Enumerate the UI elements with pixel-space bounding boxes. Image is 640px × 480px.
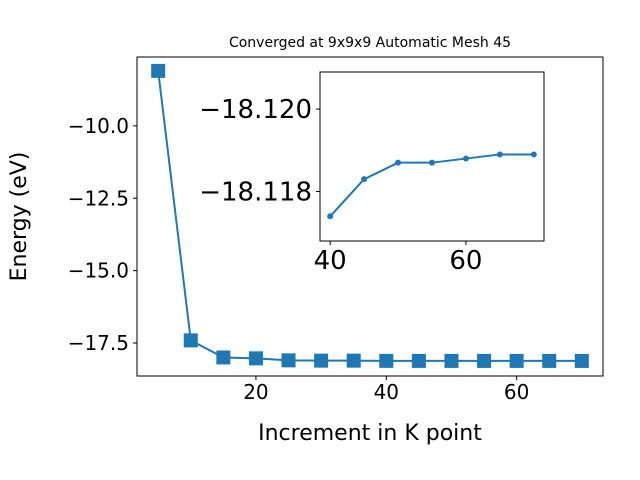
chart-title: Converged at 9x9x9 Automatic Mesh 45 (229, 35, 511, 51)
y-tick-label: −15.0 (68, 259, 129, 283)
x-tick-label: 60 (449, 246, 482, 276)
data-point (183, 333, 198, 348)
data-point (346, 353, 361, 368)
data-point (444, 353, 459, 368)
y-tick-label: −12.5 (68, 186, 129, 210)
x-tick-label: 40 (374, 380, 399, 404)
data-point (496, 151, 503, 158)
data-point (411, 353, 426, 368)
data-point (574, 353, 589, 368)
x-tick-label: 20 (243, 380, 268, 404)
y-tick-label: −17.5 (68, 331, 129, 355)
data-point (395, 159, 402, 166)
plot-area (319, 71, 545, 242)
data-point (248, 351, 263, 366)
y-tick-label: −18.120 (199, 95, 312, 125)
data-point (509, 353, 524, 368)
data-point (151, 63, 166, 78)
data-point (477, 353, 492, 368)
x-tick-label: 60 (504, 380, 529, 404)
data-point (314, 353, 329, 368)
data-point (379, 353, 394, 368)
data-point (462, 155, 469, 162)
data-point (281, 353, 296, 368)
y-tick-label: −10.0 (68, 114, 129, 138)
data-point (361, 176, 368, 183)
x-axis-label: Increment in K point (258, 421, 482, 446)
data-point (542, 353, 557, 368)
data-point (530, 151, 537, 158)
data-point (429, 159, 435, 166)
y-axis-label: Energy (eV) (7, 152, 32, 282)
x-tick-label: 40 (314, 246, 347, 276)
y-tick-label: −18.118 (199, 178, 312, 208)
data-point (327, 213, 334, 220)
data-point (216, 350, 231, 365)
